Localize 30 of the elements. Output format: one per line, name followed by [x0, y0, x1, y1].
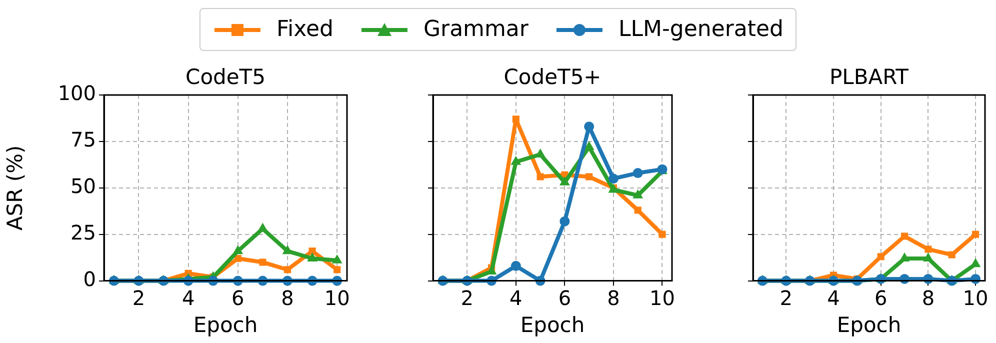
y-tick-label: 100 [58, 81, 96, 106]
legend-label: Grammar [423, 17, 528, 42]
x-tick-label: 8 [922, 286, 935, 310]
x-tick-label: 8 [281, 286, 294, 310]
y-tick-label: 0 [83, 267, 96, 292]
x-tick-label: 2 [132, 286, 146, 310]
x-tick-label: 4 [510, 286, 522, 310]
x-tick-label: 10 [962, 286, 988, 310]
x-tick-label: 2 [460, 286, 474, 310]
x-axis-title: Epoch [193, 312, 258, 337]
x-tick-label: 10 [324, 286, 350, 310]
y-tick-label: 50 [70, 174, 96, 198]
y-tick-label: 25 [70, 220, 96, 245]
x-tick-label: 6 [558, 286, 572, 310]
x-tick-label: 6 [874, 286, 888, 310]
y-tick-label: 75 [70, 128, 96, 152]
x-axis-title: Epoch [520, 312, 585, 337]
x-axis-title: Epoch [836, 312, 902, 337]
x-tick-label: 4 [182, 286, 195, 310]
chart-title: PLBART [829, 64, 909, 89]
legend-label: LLM-generated [618, 17, 784, 42]
x-tick-label: 10 [650, 286, 675, 310]
x-tick-label: 6 [232, 286, 244, 310]
x-tick-label: 8 [607, 286, 620, 310]
chart-title: CodeT5+ [504, 64, 602, 89]
x-tick-label: 4 [827, 286, 840, 310]
legend-label: Fixed [276, 17, 334, 42]
x-tick-label: 2 [780, 286, 793, 310]
chart-title: CodeT5 [186, 64, 266, 89]
y-axis-title: ASR (%) [3, 145, 28, 231]
